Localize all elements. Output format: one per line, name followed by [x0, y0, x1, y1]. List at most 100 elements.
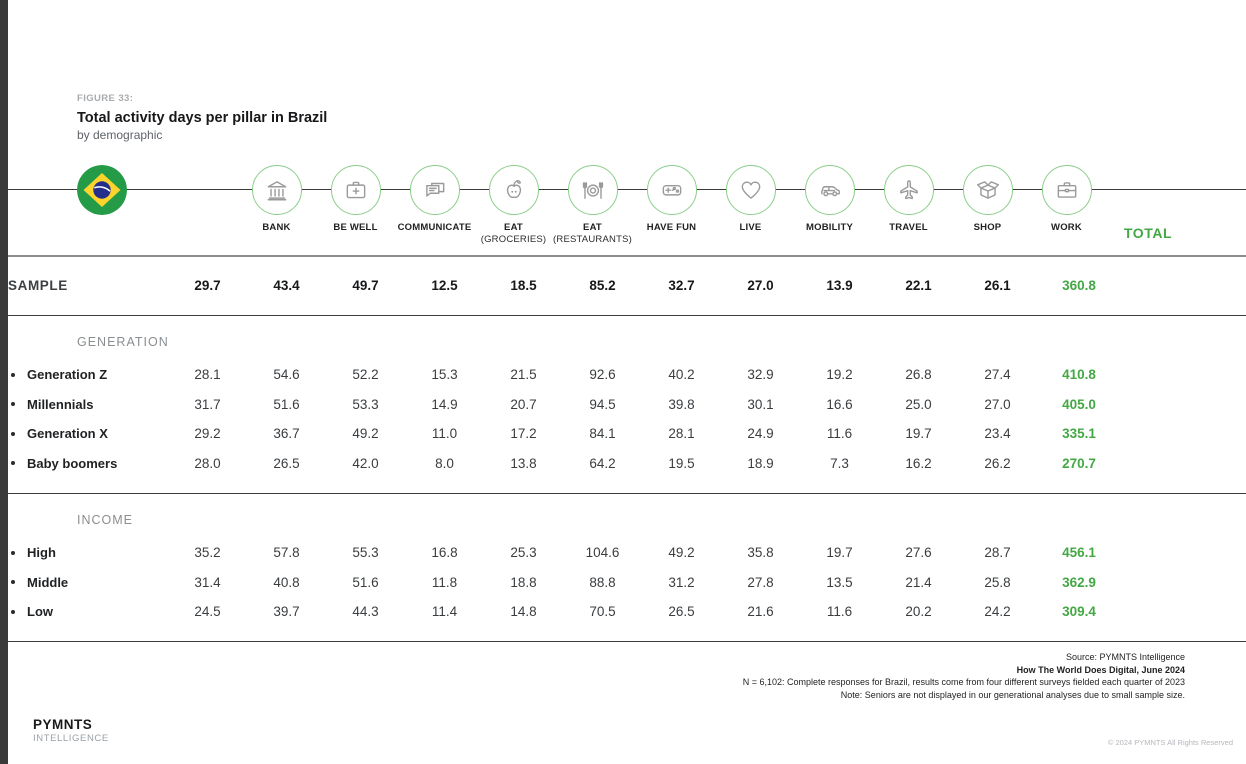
data-cell: 31.4	[194, 574, 221, 590]
data-cell: 8.0	[435, 455, 454, 471]
source-line: Source: PYMNTS Intelligence	[1065, 652, 1185, 663]
data-cell: 25.3	[510, 545, 537, 560]
bullet-icon	[11, 372, 15, 377]
page-subtitle: by demographic	[77, 128, 163, 142]
data-cell: 27.4	[984, 367, 1011, 382]
figure-title-block: FIGURE 33: Total activity days per pilla…	[8, 0, 1246, 142]
table-row: Baby boomers 28.0 26.5 42.0 8.0 13.8 64.2 19.5 1…	[8, 448, 1246, 478]
row-label: Generation Z	[8, 367, 168, 382]
column-header-have-fun: HAVE FUN	[632, 165, 711, 246]
column-header-eat-restaurants: EAT (RESTAURANTS)	[553, 165, 632, 246]
data-cell: 55.3	[352, 545, 379, 560]
bullet-icon	[11, 609, 15, 614]
data-cell: 27.0	[747, 278, 774, 294]
column-header-mobility: MOBILITY	[790, 165, 869, 246]
data-cell: 17.2	[510, 426, 537, 441]
data-cell: 88.8	[589, 574, 616, 590]
data-cell: 11.6	[826, 426, 853, 441]
data-cell: 84.1	[589, 426, 616, 441]
data-cell: 26.8	[905, 367, 932, 382]
data-cell: 24.2	[984, 604, 1011, 619]
income-section: INCOME High 35.2 57.8 55.3 16.8 25.3 104.6 49.2…	[8, 494, 1246, 643]
bullet-icon	[11, 580, 15, 584]
logo-wordmark: PYMNTS	[33, 717, 93, 732]
pymnts-logo: PYMNTS INTELLIGENCE	[33, 717, 109, 744]
page-edge-bar	[0, 0, 8, 764]
data-cell: 32.9	[747, 367, 774, 382]
data-cell: 19.2	[826, 367, 853, 382]
data-cell: 25.8	[984, 574, 1011, 590]
table-row: High 35.2 57.8 55.3 16.8 25.3 104.6 49.2 35.8 19.…	[8, 538, 1246, 568]
car-icon	[804, 165, 855, 215]
column-header-travel: TRAVEL	[869, 165, 948, 246]
brazil-flag-icon	[77, 165, 127, 215]
first-aid-icon	[330, 165, 381, 215]
row-label: Millennials	[8, 397, 168, 412]
data-cell: 14.8	[510, 604, 537, 619]
data-cell: 27.0	[984, 396, 1011, 412]
data-cell: 40.2	[668, 367, 695, 382]
data-cell: 28.7	[984, 545, 1011, 560]
data-cell: 11.0	[431, 426, 458, 441]
data-cell: 11.8	[431, 574, 458, 590]
row-label: Generation X	[8, 426, 168, 441]
data-cell: 20.2	[905, 604, 932, 619]
data-cell: 36.7	[273, 426, 300, 441]
table-row: Millennials 31.7 51.6 53.3 14.9 20.7 94.5 39.8 3…	[8, 389, 1246, 419]
data-cell: 92.6	[589, 367, 616, 382]
data-cell: 22.1	[905, 278, 932, 294]
row-label: Baby boomers	[8, 456, 168, 471]
data-cell: 27.8	[747, 574, 774, 590]
data-cell: 26.2	[984, 455, 1011, 471]
table-header: BANK BE WELL	[8, 165, 1246, 257]
heart-icon	[725, 165, 776, 215]
table-row: Middle 31.4 40.8 51.6 11.8 18.8 88.8 31.2 27.8 13…	[8, 567, 1246, 597]
chat-icon	[409, 165, 460, 215]
sample-size-note: N = 6,102: Complete responses for Brazil…	[742, 677, 1185, 688]
page-title: Total activity days per pillar in Brazil	[77, 110, 328, 126]
data-cell: 21.4	[905, 574, 932, 590]
column-header-live: LIVE	[711, 165, 790, 246]
briefcase-icon	[1041, 165, 1092, 215]
data-cell: 39.8	[668, 396, 695, 412]
data-cell: 49.2	[668, 545, 695, 560]
row-header-column	[77, 165, 237, 246]
data-cell: 24.5	[194, 604, 221, 619]
data-cell: 39.7	[273, 604, 300, 619]
row-label: Low	[8, 604, 168, 619]
data-cell: 16.2	[905, 455, 932, 471]
data-cell: 28.0	[194, 455, 221, 471]
row-label: High	[8, 545, 168, 560]
data-cell: 16.6	[826, 396, 853, 412]
total-cell: 360.8	[1062, 278, 1096, 294]
header-rule	[8, 189, 1246, 190]
logo-subtitle: INTELLIGENCE	[33, 733, 109, 744]
table-row: Generation X 29.2 36.7 49.2 11.0 17.2 84.1 28.1…	[8, 419, 1246, 449]
data-cell: 19.5	[668, 455, 695, 471]
bullet-icon	[11, 461, 15, 465]
figure-number: FIGURE 33:	[77, 93, 134, 104]
bank-icon	[251, 165, 302, 215]
data-cell: 19.7	[826, 545, 853, 560]
data-cell: 25.0	[905, 396, 932, 412]
data-cell: 14.9	[431, 396, 458, 412]
data-cell: 13.9	[826, 278, 853, 294]
sample-section: SAMPLE 29.7 43.4 49.7 12.5 18.5 85.2 32.7 27.0 13…	[8, 257, 1246, 316]
income-rows: High 35.2 57.8 55.3 16.8 25.3 104.6 49.2 35.8 19.…	[8, 538, 1246, 627]
row-label: SAMPLE	[8, 278, 68, 294]
data-cell: 42.0	[352, 455, 379, 471]
data-cell: 30.1	[747, 396, 774, 412]
total-cell: 410.8	[1062, 367, 1096, 382]
data-cell: 49.2	[352, 426, 379, 441]
data-cell: 26.1	[984, 278, 1011, 294]
airplane-icon	[883, 165, 934, 215]
data-cell: 18.8	[510, 574, 537, 590]
bullet-icon	[11, 402, 15, 406]
open-box-icon	[962, 165, 1013, 215]
column-header-eat-groceries: EAT (GROCERIES)	[474, 165, 553, 246]
column-header-communicate: COMMUNICATE	[395, 165, 474, 246]
data-cell: 64.2	[589, 455, 616, 471]
data-cell: 44.3	[352, 604, 379, 619]
generation-section: GENERATION Generation Z 28.1 54.6 52.2 15.3 2…	[8, 316, 1246, 494]
bullet-icon	[11, 431, 15, 436]
